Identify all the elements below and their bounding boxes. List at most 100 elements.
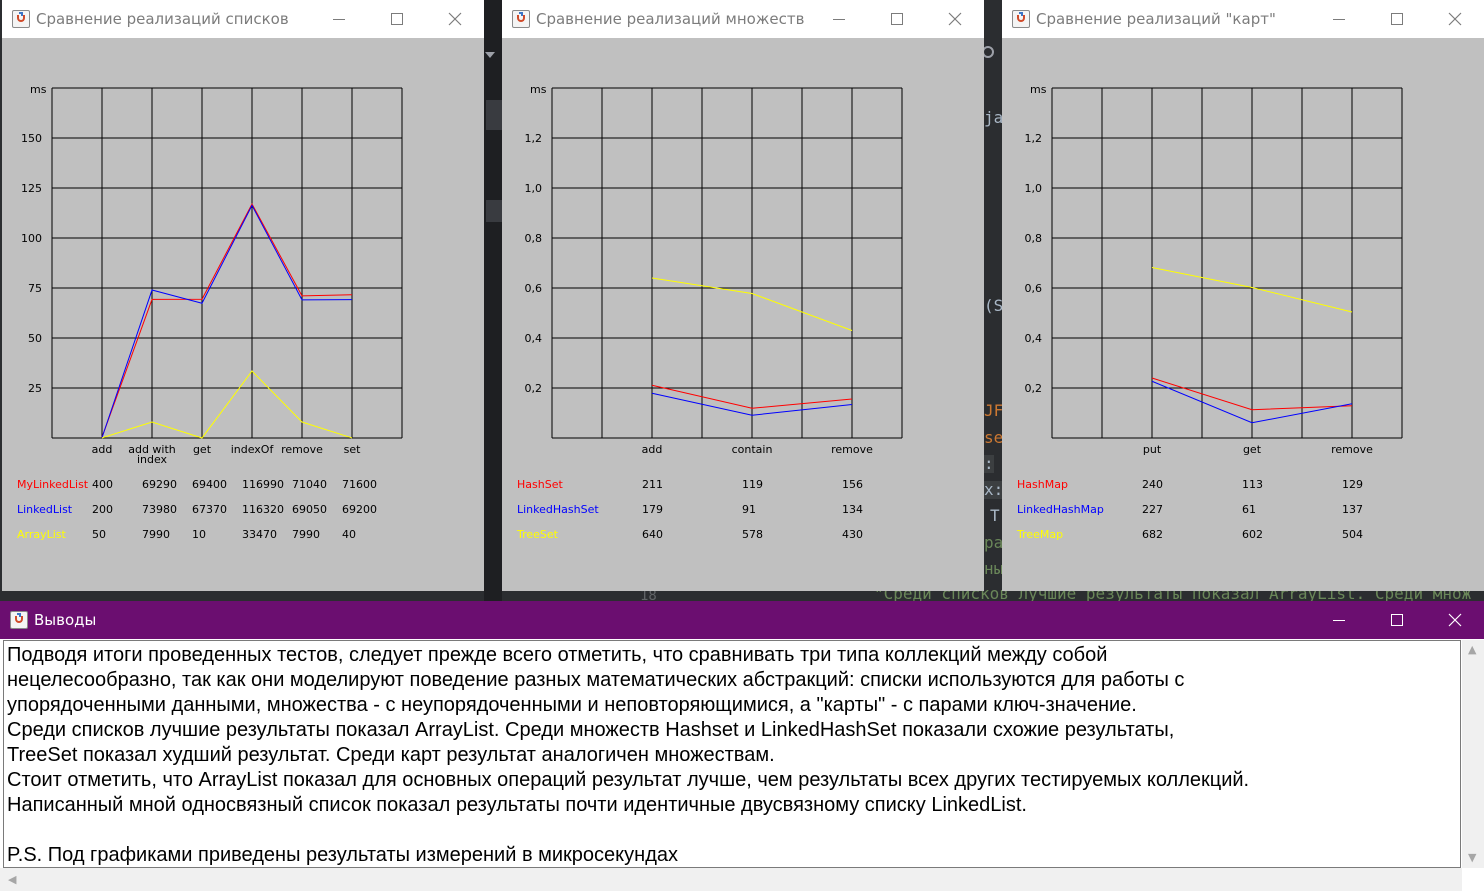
title-bar[interactable]: Выводы: [0, 601, 1484, 639]
title-bar[interactable]: Сравнение реализаций "карт": [1002, 0, 1484, 38]
y-tick-label: 1,2: [525, 132, 543, 145]
java-icon: [12, 10, 30, 28]
y-axis-label: ms: [1030, 83, 1047, 96]
minimize-icon: [333, 19, 345, 20]
y-tick-label: 0,2: [1025, 382, 1043, 395]
series-line: [1151, 377, 1353, 411]
conclusions-text-area[interactable]: Подводя итоги проведенных тестов, следуе…: [3, 640, 1461, 868]
x-tick-label: add: [642, 443, 663, 456]
text-line: [7, 818, 1457, 843]
data-value-label: 227: [1142, 503, 1163, 516]
legend-label: HashSet: [517, 478, 563, 491]
sets-chart: ms 0,2 0,4 0,6 0,8 1,0 1,2 add contain remove Hash…: [516, 83, 903, 541]
close-button[interactable]: [926, 0, 984, 38]
y-tick-label: 1,0: [525, 182, 543, 195]
y-axis-label: ms: [530, 83, 547, 96]
close-button[interactable]: [1426, 0, 1484, 38]
data-value-label: 179: [642, 503, 663, 516]
scroll-left-icon[interactable]: ◀: [8, 873, 17, 886]
maximize-button[interactable]: [368, 0, 426, 38]
close-button[interactable]: [426, 0, 484, 38]
ide-dropdown-arrow-icon: [485, 52, 495, 58]
window-title: Сравнение реализаций списков: [36, 10, 289, 28]
data-value-label: 430: [842, 528, 863, 541]
x-tick-label: indexOf: [231, 443, 275, 456]
data-value-label: 137: [1342, 503, 1363, 516]
data-value-label: 400: [92, 478, 113, 491]
data-value-label: 67370: [192, 503, 227, 516]
legend-label: LinkedList: [17, 503, 73, 516]
data-value-label: 69400: [192, 478, 227, 491]
data-value-label: 119: [742, 478, 763, 491]
y-tick-label: 150: [21, 132, 42, 145]
maximize-icon: [391, 13, 403, 25]
ide-code-fragment: JF: [984, 401, 1004, 420]
ide-panel-stripe: [486, 200, 502, 222]
close-icon: [948, 12, 962, 26]
y-tick-label: 75: [28, 282, 42, 295]
horizontal-scrollbar[interactable]: ◀: [0, 868, 1462, 891]
x-tick-label: remove: [831, 443, 873, 456]
maximize-button[interactable]: [1368, 601, 1426, 639]
data-value-label: 61: [1242, 503, 1256, 516]
data-value-label: 682: [1142, 528, 1163, 541]
text-line: нецелесообразно, так как они моделируют …: [7, 669, 1185, 691]
series-line: [101, 202, 353, 438]
minimize-icon: [1333, 19, 1345, 20]
close-icon: [448, 12, 462, 26]
x-tick-label: remove: [281, 443, 323, 456]
series-line: [651, 384, 853, 409]
close-button[interactable]: [1426, 601, 1484, 639]
x-tick-label: get: [1243, 443, 1262, 456]
ide-code-fragment: x:: [984, 480, 1004, 499]
ide-line-number: 18: [640, 588, 657, 604]
data-value-label: 69200: [342, 503, 377, 516]
ide-code-fragment: ja: [984, 108, 1004, 127]
ide-code-fragment: (S: [984, 296, 1004, 315]
ide-code-fragment: :: [984, 454, 994, 473]
data-value-label: 69290: [142, 478, 177, 491]
minimize-icon: [1333, 620, 1345, 621]
series-line: [651, 277, 853, 331]
data-value-label: 116990: [242, 478, 284, 491]
data-value-label: 71600: [342, 478, 377, 491]
conclusions-window: Выводы Подводя итоги проведенных тестов,…: [0, 601, 1484, 891]
data-value-label: 156: [842, 478, 863, 491]
data-value-label: 33470: [242, 528, 277, 541]
window-title: Сравнение реализаций "карт": [1036, 10, 1276, 28]
minimize-button[interactable]: [310, 0, 368, 38]
x-tick-label: remove: [1331, 443, 1373, 456]
minimize-button[interactable]: [1310, 601, 1368, 639]
maximize-button[interactable]: [868, 0, 926, 38]
minimize-button[interactable]: [810, 0, 868, 38]
y-tick-label: 100: [21, 232, 42, 245]
title-bar[interactable]: Сравнение реализаций множеств: [502, 0, 984, 38]
data-value-label: 113: [1242, 478, 1263, 491]
y-tick-label: 1,0: [1025, 182, 1043, 195]
java-icon: [10, 611, 28, 629]
maps-chart: ms 0,2 0,4 0,6 0,8 1,0 1,2 put get remove HashMap 2…: [1016, 83, 1403, 541]
data-value-label: 211: [642, 478, 663, 491]
ide-code-fragment: T: [990, 506, 1000, 525]
y-tick-label: 0,2: [525, 382, 543, 395]
legend-label: HashMap: [1017, 478, 1068, 491]
x-tick-label: get: [193, 443, 212, 456]
text-line: TreeSet показал худший результат. Среди …: [7, 744, 775, 766]
minimize-button[interactable]: [1310, 0, 1368, 38]
legend-label: LinkedHashSet: [517, 503, 599, 516]
data-value-label: 73980: [142, 503, 177, 516]
title-bar[interactable]: Сравнение реализаций списков: [2, 0, 484, 38]
data-value-label: 602: [1242, 528, 1263, 541]
data-value-label: 40: [342, 528, 356, 541]
data-value-label: 129: [1342, 478, 1363, 491]
data-value-label: 240: [1142, 478, 1163, 491]
x-tick-label: add: [92, 443, 113, 456]
scroll-down-icon[interactable]: ▼: [1468, 851, 1477, 864]
maximize-button[interactable]: [1368, 0, 1426, 38]
data-value-label: 504: [1342, 528, 1363, 541]
scroll-up-icon[interactable]: ▲: [1468, 643, 1477, 656]
vertical-scrollbar[interactable]: ▲ ▼: [1462, 640, 1484, 868]
text-line: Среди списков лучшие результаты показал …: [7, 719, 1175, 741]
ide-panel-stripe: [486, 100, 502, 130]
